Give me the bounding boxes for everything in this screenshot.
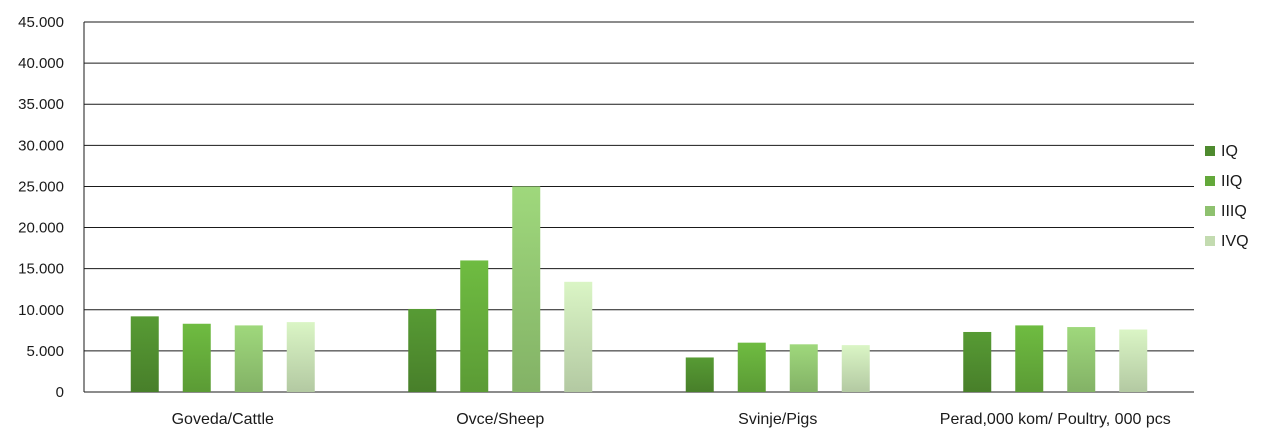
x-category-label: Svinje/Pigs bbox=[738, 411, 817, 428]
legend: IQ IIQ IIIQ IVQ bbox=[1205, 143, 1249, 250]
y-tick-label: 25.000 bbox=[18, 178, 64, 195]
y-tick-label: 35.000 bbox=[18, 96, 64, 113]
bar-ivq bbox=[286, 322, 315, 392]
bar-iq bbox=[130, 316, 159, 392]
bar-iq bbox=[963, 331, 992, 392]
y-tick-label: 15.000 bbox=[18, 261, 64, 278]
bar-iiq bbox=[460, 260, 489, 392]
legend-label: IVQ bbox=[1221, 233, 1249, 250]
bar-ivq bbox=[564, 281, 593, 392]
bar-iiiq bbox=[1067, 327, 1096, 392]
x-category-label: Goveda/Cattle bbox=[172, 411, 274, 428]
legend-swatch bbox=[1205, 146, 1215, 156]
bar-iiq bbox=[737, 342, 766, 392]
y-tick-label: 45.000 bbox=[18, 14, 64, 31]
bar-iq bbox=[685, 357, 714, 392]
x-category-label: Ovce/Sheep bbox=[456, 411, 544, 428]
bar-iiiq bbox=[512, 186, 541, 392]
y-tick-label: 5.000 bbox=[26, 343, 64, 360]
legend-swatch bbox=[1205, 176, 1215, 186]
legend-label: IQ bbox=[1221, 143, 1238, 160]
legend-label: IIIQ bbox=[1221, 203, 1247, 220]
gridlines bbox=[83, 21, 1194, 393]
bar-ivq bbox=[841, 345, 870, 392]
y-tick-label: 40.000 bbox=[18, 55, 64, 72]
y-tick-label: 10.000 bbox=[18, 302, 64, 319]
y-axis-ticks: 0 5.000 10.000 15.000 20.000 25.000 30.000 35.0… bbox=[18, 14, 64, 401]
bar-iiq bbox=[182, 323, 211, 392]
bar-iq bbox=[408, 308, 437, 392]
bar-iiq bbox=[1015, 325, 1044, 392]
y-tick-label: 30.000 bbox=[18, 137, 64, 154]
legend-label: IIQ bbox=[1221, 173, 1242, 190]
legend-swatch bbox=[1205, 236, 1215, 246]
legend-swatch bbox=[1205, 206, 1215, 216]
y-tick-label: 0 bbox=[56, 384, 64, 401]
bars bbox=[130, 186, 1148, 392]
y-tick-label: 20.000 bbox=[18, 220, 64, 237]
bar-iiiq bbox=[234, 325, 263, 392]
x-category-label: Perad,000 kom/ Poultry, 000 pcs bbox=[940, 411, 1171, 428]
x-axis-labels: Goveda/Cattle Ovce/Sheep Svinje/Pigs Perad,… bbox=[172, 411, 1171, 428]
bar-iiiq bbox=[789, 344, 818, 392]
bar-ivq bbox=[1119, 329, 1148, 392]
